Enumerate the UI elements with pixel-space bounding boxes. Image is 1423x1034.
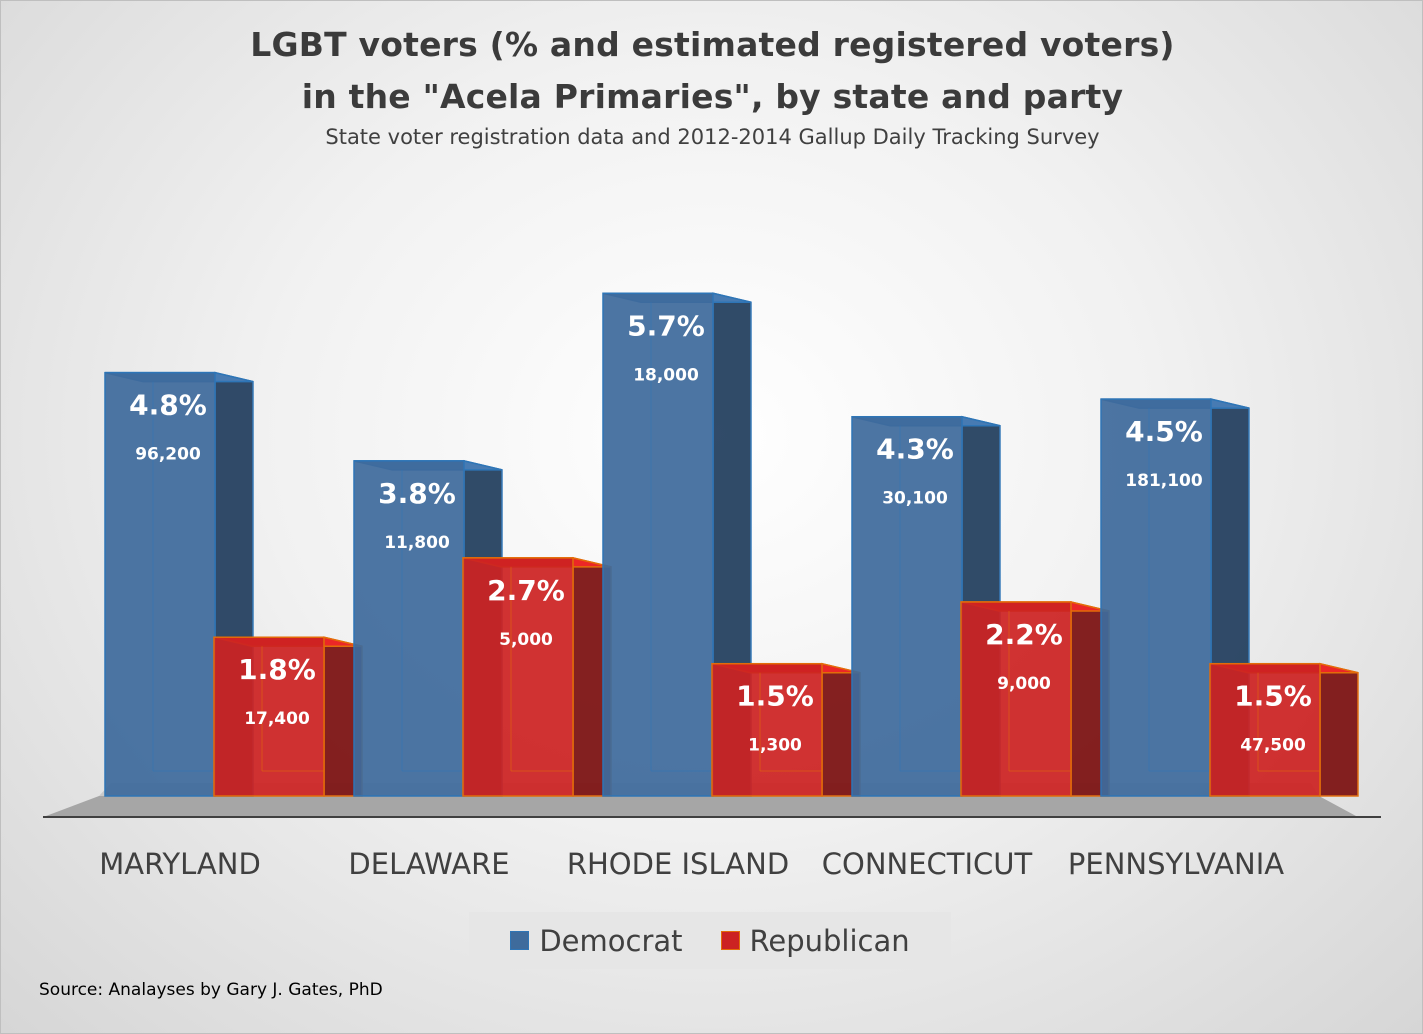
data-label-percent: 4.3% bbox=[876, 433, 954, 466]
bar-front bbox=[104, 371, 216, 797]
data-label-count: 96,200 bbox=[135, 445, 201, 465]
bar-front bbox=[213, 636, 325, 797]
bar-front bbox=[353, 460, 465, 797]
bar-republican-maryland: 1.8% 17,400 bbox=[213, 636, 363, 797]
bar-front bbox=[602, 292, 714, 797]
x-tick-label: DELAWARE bbox=[348, 847, 509, 881]
data-label-percent: 3.8% bbox=[378, 477, 456, 510]
bar-front bbox=[851, 415, 963, 797]
data-label-count: 1,300 bbox=[748, 736, 802, 756]
bar-front bbox=[1100, 398, 1212, 797]
chart-title-line-2: in the "Acela Primaries", by state and p… bbox=[301, 77, 1124, 116]
legend-swatch-republican bbox=[720, 931, 740, 950]
x-tick-label: RHODE ISLAND bbox=[567, 847, 789, 881]
bar-front bbox=[960, 601, 1072, 797]
data-label-count: 17,400 bbox=[244, 709, 310, 729]
data-label-percent: 2.7% bbox=[487, 574, 565, 607]
bar-side bbox=[1319, 662, 1359, 797]
floor bbox=[46, 796, 1356, 816]
data-label-count: 5,000 bbox=[499, 630, 553, 650]
chart-title: LGBT voters (% and estimated registered … bbox=[250, 25, 1175, 64]
data-label-count: 11,800 bbox=[384, 533, 450, 553]
bar-republican-connecticut: 2.2% 9,000 bbox=[960, 601, 1110, 797]
data-label-percent: 1.5% bbox=[736, 680, 814, 713]
x-tick-label: PENNSYLVANIA bbox=[1068, 847, 1284, 881]
x-tick-label: MARYLAND bbox=[99, 847, 261, 881]
bar-republican-rhode-island: 1.5% 1,300 bbox=[711, 662, 861, 797]
bar-front bbox=[711, 662, 823, 797]
bar-democrat-pennsylvania: 4.5% 181,100 bbox=[1100, 398, 1250, 797]
bar-republican-pennsylvania: 1.5% 47,500 bbox=[1209, 662, 1359, 797]
data-label-percent: 4.8% bbox=[129, 389, 207, 422]
data-label-count: 9,000 bbox=[997, 674, 1051, 694]
data-label-count: 181,100 bbox=[1125, 471, 1203, 491]
data-label-count: 30,100 bbox=[882, 489, 948, 509]
bar-front bbox=[462, 557, 574, 797]
data-label-percent: 1.8% bbox=[238, 653, 316, 686]
legend-label-republican: Republican bbox=[749, 923, 910, 958]
data-label-percent: 1.5% bbox=[1234, 680, 1312, 713]
source-note: Source: Analayses by Gary J. Gates, PhD bbox=[39, 980, 383, 1000]
bar-front bbox=[1209, 662, 1321, 797]
legend-item-democrat: Democrat bbox=[510, 923, 683, 958]
x-tick-label: CONNECTICUT bbox=[822, 847, 1033, 881]
legend-label-democrat: Democrat bbox=[539, 923, 683, 958]
data-label-percent: 4.5% bbox=[1125, 415, 1203, 448]
data-label-count: 18,000 bbox=[633, 365, 699, 385]
data-label-count: 47,500 bbox=[1240, 736, 1306, 756]
chart-subtitle: State voter registration data and 2012-2… bbox=[325, 125, 1100, 149]
legend: Democrat Republican bbox=[469, 912, 951, 969]
bar-republican-delaware: 2.7% 5,000 bbox=[462, 556, 612, 797]
data-label-percent: 2.2% bbox=[985, 618, 1063, 651]
data-label-percent: 5.7% bbox=[627, 309, 705, 342]
legend-item-republican: Republican bbox=[720, 923, 910, 958]
legend-swatch-democrat bbox=[510, 931, 530, 950]
